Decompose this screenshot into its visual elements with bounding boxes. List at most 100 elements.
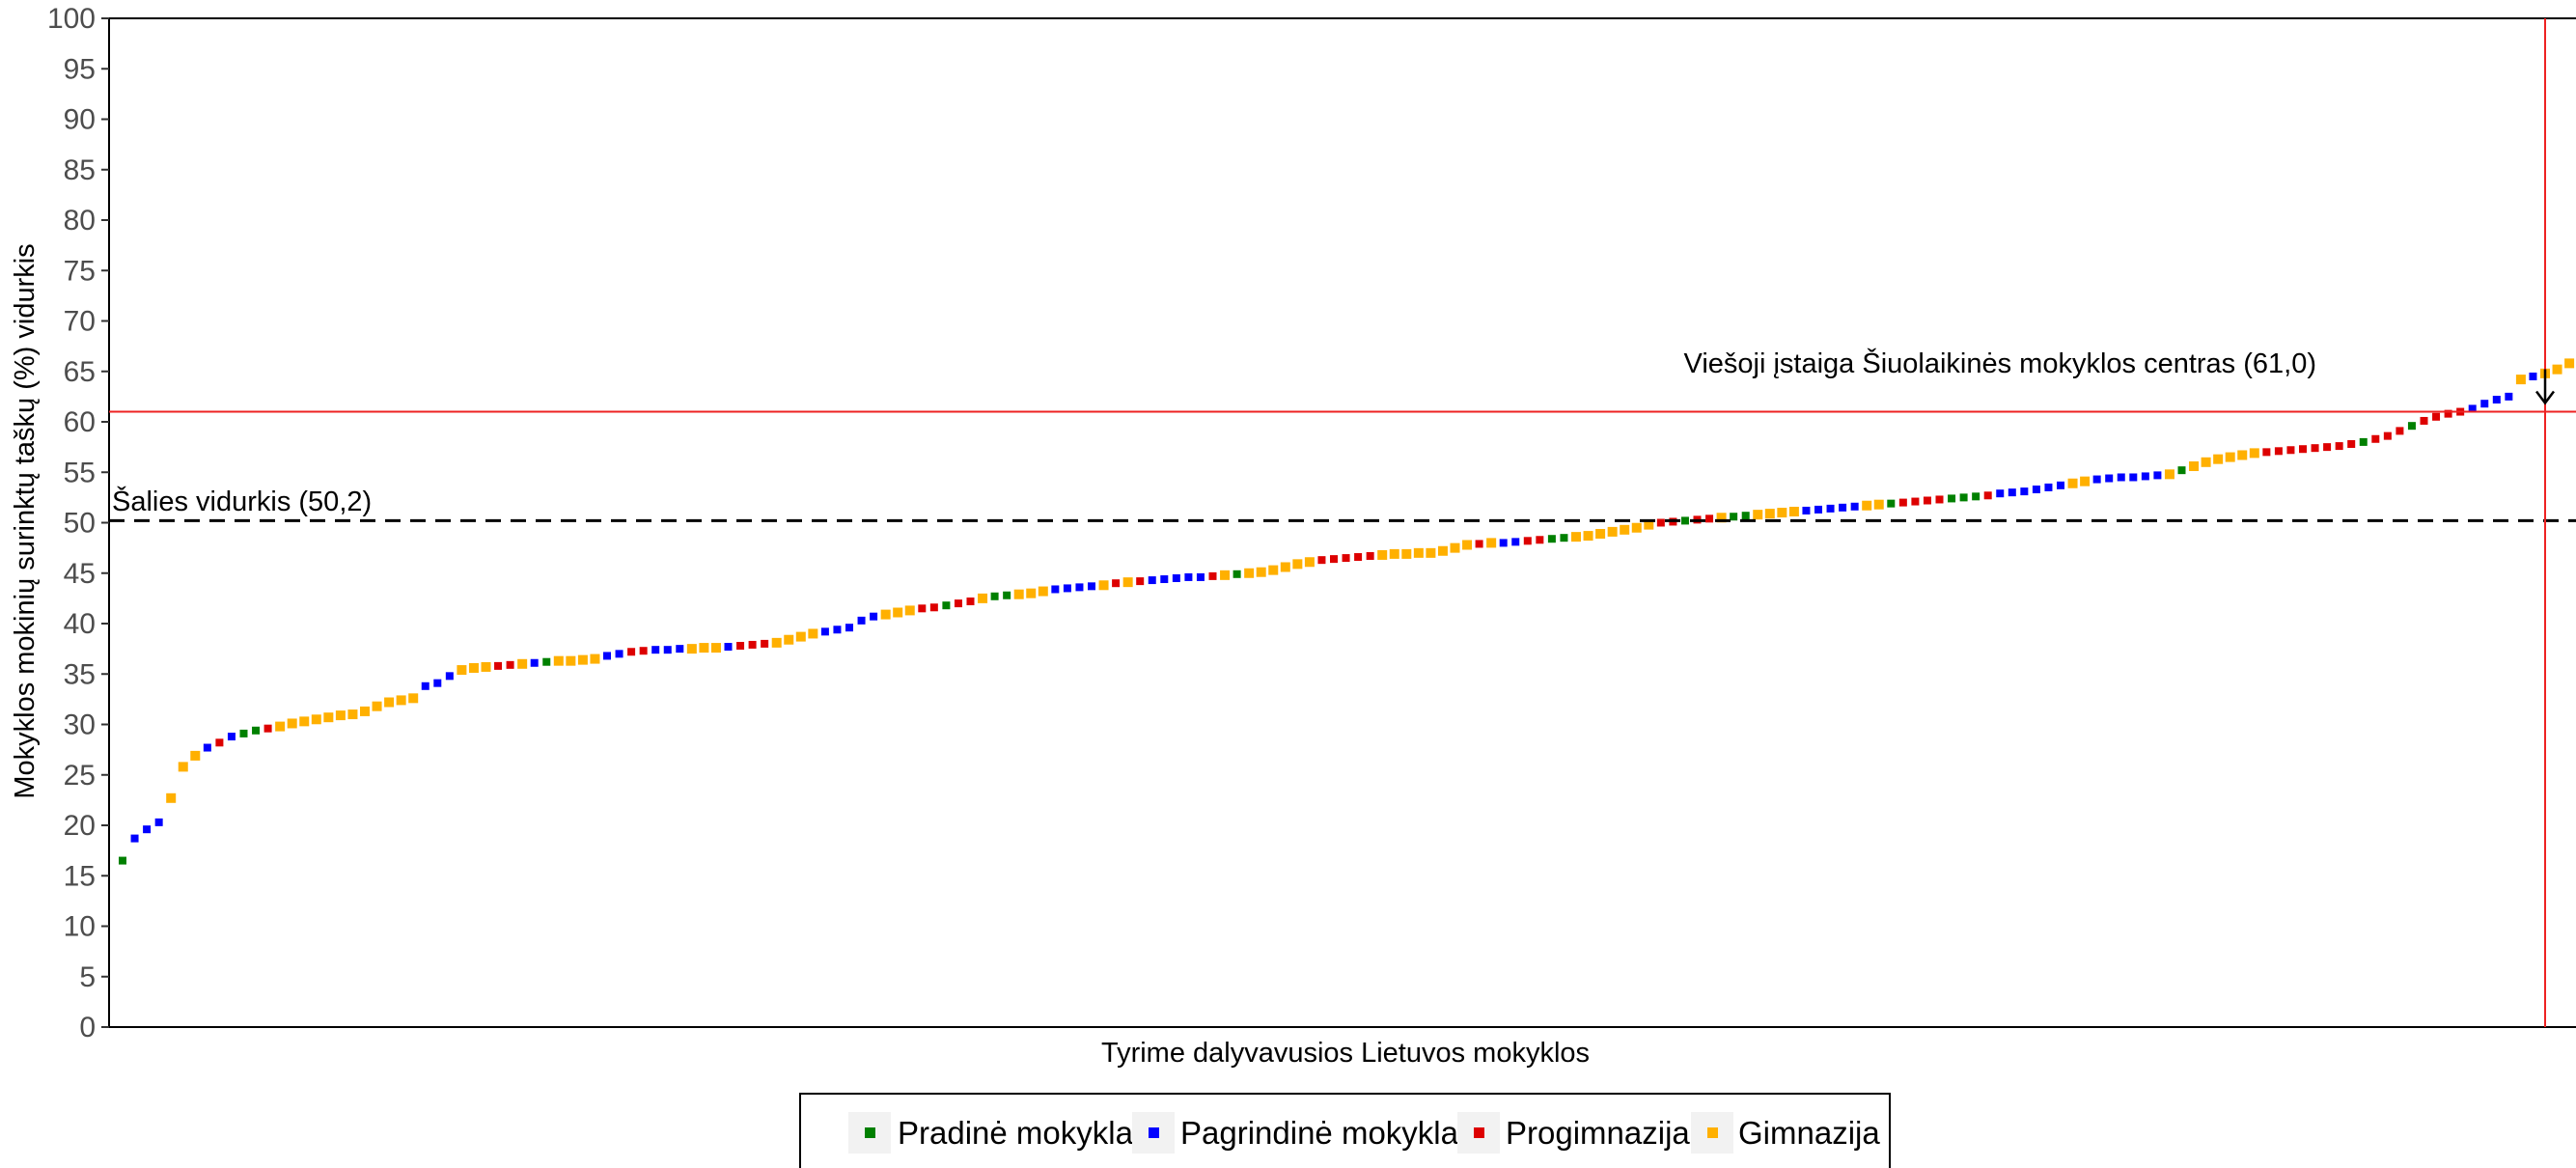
data-point-pagrindine [2008, 488, 2016, 497]
data-point-gimnazija [347, 709, 358, 720]
data-point-progimnazija [1898, 498, 1907, 507]
data-point-progimnazija [2311, 444, 2319, 453]
data-point-progimnazija [215, 738, 224, 747]
data-point-gimnazija [686, 644, 697, 654]
y-tick-label: 20 [64, 810, 96, 842]
data-point-pagrindine [2117, 473, 2125, 482]
data-point-gimnazija [335, 710, 346, 721]
data-point-pradine [1560, 534, 1568, 542]
data-point-progimnazija [2444, 409, 2452, 418]
y-tick-label: 70 [64, 306, 96, 338]
data-point-gimnazija [2237, 450, 2248, 460]
data-point-pagrindine [1499, 539, 1508, 547]
legend-item-progimnazija: Progimnazija [1457, 1112, 1690, 1154]
data-point-gimnazija [1280, 562, 1290, 572]
legend-swatch-gimnazija [1707, 1127, 1718, 1138]
data-point-gimnazija [1764, 509, 1775, 519]
data-point-gimnazija [2225, 452, 2235, 462]
data-point-pagrindine [130, 834, 139, 843]
data-point-pradine [942, 601, 951, 610]
data-point-pradine [1959, 493, 1968, 502]
data-point-progimnazija [918, 604, 927, 613]
data-point-gimnazija [1292, 559, 1303, 570]
data-point-pradine [1547, 535, 1556, 543]
data-point-pradine [1003, 591, 1011, 599]
data-point-gimnazija [1486, 538, 1497, 548]
data-point-gimnazija [1631, 522, 1642, 533]
legend-label-progimnazija: Progimnazija [1506, 1115, 1690, 1151]
data-point-gimnazija [1304, 557, 1315, 568]
data-point-pagrindine [1075, 583, 1084, 592]
y-tick-label: 10 [64, 911, 96, 943]
data-point-pagrindine [1511, 538, 1520, 546]
data-point-progimnazija [1705, 514, 1714, 523]
data-point-progimnazija [1317, 556, 1326, 565]
y-tick-label: 100 [47, 3, 96, 35]
data-point-progimnazija [2299, 445, 2307, 454]
data-point-pradine [239, 729, 248, 737]
data-point-gimnazija [2189, 460, 2200, 471]
legend-item-gimnazija: Gimnazija [1691, 1112, 1880, 1154]
data-point-gimnazija [1220, 570, 1231, 580]
data-point-progimnazija [1536, 536, 1544, 544]
axes: 0 5 10 15 20 25 30 35 40 45 50 55 60 65 70 75 80 85 90 95 10… [47, 3, 2576, 1043]
data-point-pagrindine [2057, 481, 2064, 489]
data-point-gimnazija [1038, 586, 1048, 597]
data-point-pagrindine [845, 624, 853, 632]
data-point-gimnazija [699, 643, 709, 654]
data-point-pradine [119, 856, 126, 865]
data-point-pradine [1741, 512, 1750, 520]
data-point-progimnazija [966, 598, 975, 606]
data-point-gimnazija [166, 793, 177, 803]
data-point-progimnazija [639, 647, 648, 655]
data-point-progimnazija [2286, 446, 2295, 455]
data-point-pagrindine [2480, 400, 2489, 408]
data-point-gimnazija [1413, 547, 1424, 558]
data-point-progimnazija [2371, 434, 2380, 443]
data-point-progimnazija [1523, 537, 1532, 545]
data-point-gimnazija [178, 762, 188, 772]
data-point-progimnazija [494, 661, 503, 670]
data-point-progimnazija [736, 641, 745, 650]
legend-label-pradine: Pradinė mokykla [898, 1115, 1134, 1151]
legend-label-gimnazija: Gimnazija [1738, 1115, 1880, 1151]
data-point-pradine [1948, 494, 1956, 503]
data-point-progimnazija [748, 640, 757, 649]
data-point-gimnazija [1595, 528, 1606, 539]
data-point-gimnazija [553, 655, 564, 666]
data-point-gimnazija [372, 701, 382, 711]
data-point-gimnazija [1450, 542, 1460, 553]
data-point-gimnazija [2067, 478, 2078, 488]
data-point-pagrindine [1996, 489, 2005, 498]
data-point-gimnazija [1753, 510, 1763, 520]
data-point-gimnazija [1377, 549, 1388, 560]
data-point-gimnazija [1644, 519, 1654, 530]
data-point-pagrindine [227, 733, 235, 741]
data-point-gimnazija [771, 637, 782, 648]
legend-label-pagrindine: Pagrindinė mokykla [1180, 1115, 1459, 1151]
data-point-gimnazija [190, 750, 201, 761]
data-point-progimnazija [761, 639, 769, 648]
legend-item-pagrindine: Pagrindinė mokykla [1132, 1112, 1459, 1154]
y-tick-label: 50 [64, 508, 96, 540]
data-point-gimnazija [2213, 454, 2224, 464]
data-point-gimnazija [457, 665, 467, 676]
data-point-progimnazija [929, 603, 938, 612]
data-point-gimnazija [1389, 548, 1399, 559]
data-point-pagrindine [870, 612, 878, 621]
data-point-pagrindine [2105, 474, 2114, 483]
data-point-pagrindine [2492, 396, 2501, 404]
y-tick-label: 60 [64, 406, 96, 438]
data-point-gimnazija [1777, 508, 1787, 518]
data-point-progimnazija [1475, 540, 1483, 548]
data-point-gimnazija [1437, 545, 1448, 556]
data-point-pradine [252, 726, 261, 735]
y-tick-label: 0 [79, 1012, 96, 1043]
data-point-gimnazija [1571, 532, 1581, 542]
data-point-pagrindine [1850, 502, 1859, 511]
y-tick-label: 30 [64, 709, 96, 741]
data-point-gimnazija [1122, 577, 1133, 588]
data-point-pradine [2177, 466, 2186, 475]
data-point-pradine [2407, 422, 2416, 431]
data-point-progimnazija [1911, 497, 1920, 506]
